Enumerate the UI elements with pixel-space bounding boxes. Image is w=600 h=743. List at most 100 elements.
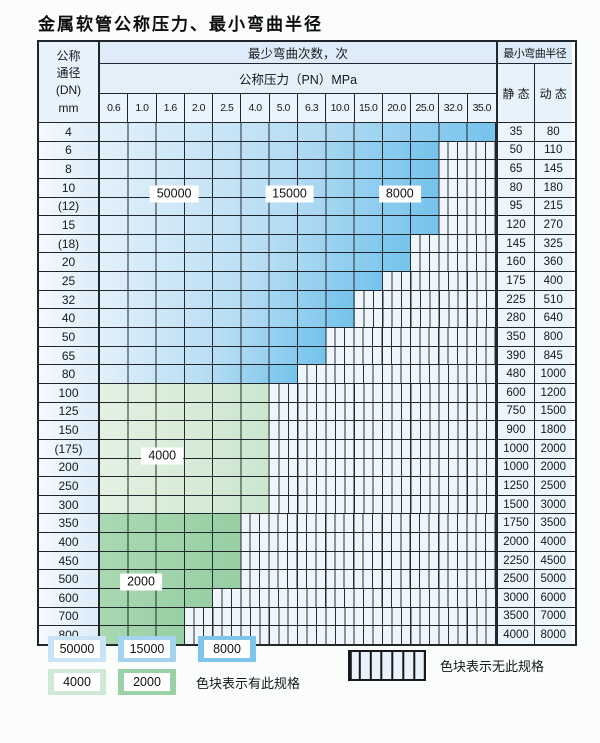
static-radius-value: 2250 xyxy=(498,551,535,570)
pressure-cells-area xyxy=(100,123,498,141)
table-row: 700 3500 7000 xyxy=(39,606,575,626)
dynamic-radius-value: 110 xyxy=(535,141,572,160)
no-spec-hatched-span xyxy=(439,178,496,197)
dynamic-radius-value: 360 xyxy=(535,253,572,272)
dynamic-radius-value: 7000 xyxy=(535,607,572,626)
dn-cell: 20 xyxy=(39,253,100,272)
pressure-cells-area xyxy=(100,402,498,421)
dynamic-radius-value: 5000 xyxy=(535,570,572,589)
dynamic-radius-value: 1000 xyxy=(535,365,572,383)
dn-header-line: 公称 xyxy=(56,48,81,63)
cycle-count-label: 4000 xyxy=(141,447,184,465)
static-radius-value: 1750 xyxy=(498,514,535,533)
pressure-cells-area xyxy=(100,141,498,160)
legend-swatch-value: 15000 xyxy=(124,640,170,658)
dynamic-radius-value: 2000 xyxy=(535,458,572,477)
dynamic-radius-value: 145 xyxy=(535,160,572,178)
static-radius-value: 600 xyxy=(498,383,535,402)
dn-cell: 40 xyxy=(39,309,100,328)
spec-table: 公称通径 (DN) mm 最少弯曲次数，次 公称压力（PN）MPa 0.6 1.0 1.… xyxy=(37,40,577,646)
table-row: 125 750 1500 xyxy=(39,401,575,421)
dn-cell: 200 xyxy=(39,458,100,477)
legend-swatch-value: 2000 xyxy=(124,673,170,691)
table-row: 350 1750 3500 xyxy=(39,513,575,533)
no-spec-hatched-span xyxy=(439,160,496,178)
dn-cell: 4 xyxy=(39,123,100,141)
dn-cell: 25 xyxy=(39,272,100,290)
dynamic-radius-value: 400 xyxy=(535,272,572,290)
dn-cell: 15 xyxy=(39,216,100,234)
pressure-cells-area xyxy=(100,477,498,495)
pressure-value-cell: 4.0 xyxy=(241,94,270,122)
pressure-cells-area xyxy=(100,383,498,402)
pressure-value-cell: 25.0 xyxy=(411,94,440,122)
pressure-cells-area xyxy=(100,346,498,365)
table-row: 200 1000 2000 xyxy=(39,457,575,477)
pressure-cells-area xyxy=(100,607,498,626)
dn-header-line: (DN) xyxy=(55,83,82,98)
table-row: (18) 145 325 xyxy=(39,233,575,253)
static-radius-value: 120 xyxy=(498,216,535,234)
dynamic-radius-value: 4500 xyxy=(535,551,572,570)
dynamic-radius-value: 4000 xyxy=(535,533,572,551)
table-row: 50 350 800 xyxy=(39,327,575,346)
dynamic-radius-value: 270 xyxy=(535,216,572,234)
dynamic-radius-value: 215 xyxy=(535,197,572,216)
pressure-cells-area xyxy=(100,533,498,551)
dn-cell: 300 xyxy=(39,495,100,514)
dn-cell: 10 xyxy=(39,178,100,197)
static-radius-value: 2500 xyxy=(498,570,535,589)
no-spec-hatched-span xyxy=(269,495,496,514)
has-spec-label: 色块表示有此规格 xyxy=(196,675,301,691)
table-row: 100 600 1200 xyxy=(39,382,575,402)
pressure-value-cell: 6.3 xyxy=(298,94,327,122)
dn-cell: 400 xyxy=(39,533,100,551)
dynamic-radius-value: 640 xyxy=(535,309,572,328)
table-row: 25 175 400 xyxy=(39,271,575,290)
table-row: 65 390 845 xyxy=(39,345,575,365)
dn-header-line: mm xyxy=(58,100,79,115)
pressure-cells-area xyxy=(100,160,498,178)
pressure-value-cell: 1.6 xyxy=(157,94,185,122)
no-spec-hatched-span xyxy=(269,402,496,421)
dn-cell: 8 xyxy=(39,160,100,178)
dynamic-header-cell: 动 态 xyxy=(539,86,567,101)
table-row: 4 35 80 xyxy=(39,122,575,141)
spec-colored-span xyxy=(100,346,327,365)
spec-colored-span xyxy=(100,421,270,439)
pressure-value-cell: 15.0 xyxy=(355,94,383,122)
static-radius-value: 350 xyxy=(498,328,535,346)
no-spec-hatched-span xyxy=(213,589,496,607)
spec-colored-span xyxy=(100,495,270,514)
legend-swatch-value: 50000 xyxy=(54,640,100,658)
no-spec-hatched-span xyxy=(269,439,496,458)
pressure-value-cell: 5.0 xyxy=(270,94,298,122)
static-header-cell: 静 态 xyxy=(498,64,535,122)
no-spec-hatched-span xyxy=(326,346,496,365)
spec-colored-span xyxy=(100,123,496,141)
cycles-header-group: 最少弯曲次数，次 公称压力（PN）MPa 0.6 1.0 1.6 2.0 2.5 4.0 5… xyxy=(100,42,498,122)
dynamic-radius-value: 3500 xyxy=(535,514,572,533)
pressure-value-cell: 0.6 xyxy=(100,94,129,122)
no-spec-hatched-span xyxy=(269,421,496,439)
dn-header-cell: 公称通径 (DN) mm xyxy=(39,42,100,122)
pressure-value-cell: 2.5 xyxy=(213,94,242,122)
static-radius-value: 900 xyxy=(498,421,535,439)
pressure-value-cell: 35.0 xyxy=(472,102,492,114)
cycles-header-cell: 最少弯曲次数，次 xyxy=(100,42,496,64)
dn-cell: 6 xyxy=(39,141,100,160)
pressure-cells-area xyxy=(100,272,498,290)
table-row: 20 160 360 xyxy=(39,252,575,272)
table-row: 450 2250 4500 xyxy=(39,550,575,570)
dynamic-radius-value: 845 xyxy=(535,346,572,365)
dn-cell: 450 xyxy=(39,551,100,570)
table-row: 40 280 640 xyxy=(39,308,575,328)
static-radius-value: 2000 xyxy=(498,533,535,551)
static-radius-value: 95 xyxy=(498,197,535,216)
table-row: 250 1250 2500 xyxy=(39,476,575,495)
static-radius-value: 3500 xyxy=(498,607,535,626)
dynamic-radius-value: 180 xyxy=(535,178,572,197)
dn-header-line: 通径 xyxy=(56,66,81,81)
dn-cell: 100 xyxy=(39,383,100,402)
static-radius-value: 1500 xyxy=(498,495,535,514)
